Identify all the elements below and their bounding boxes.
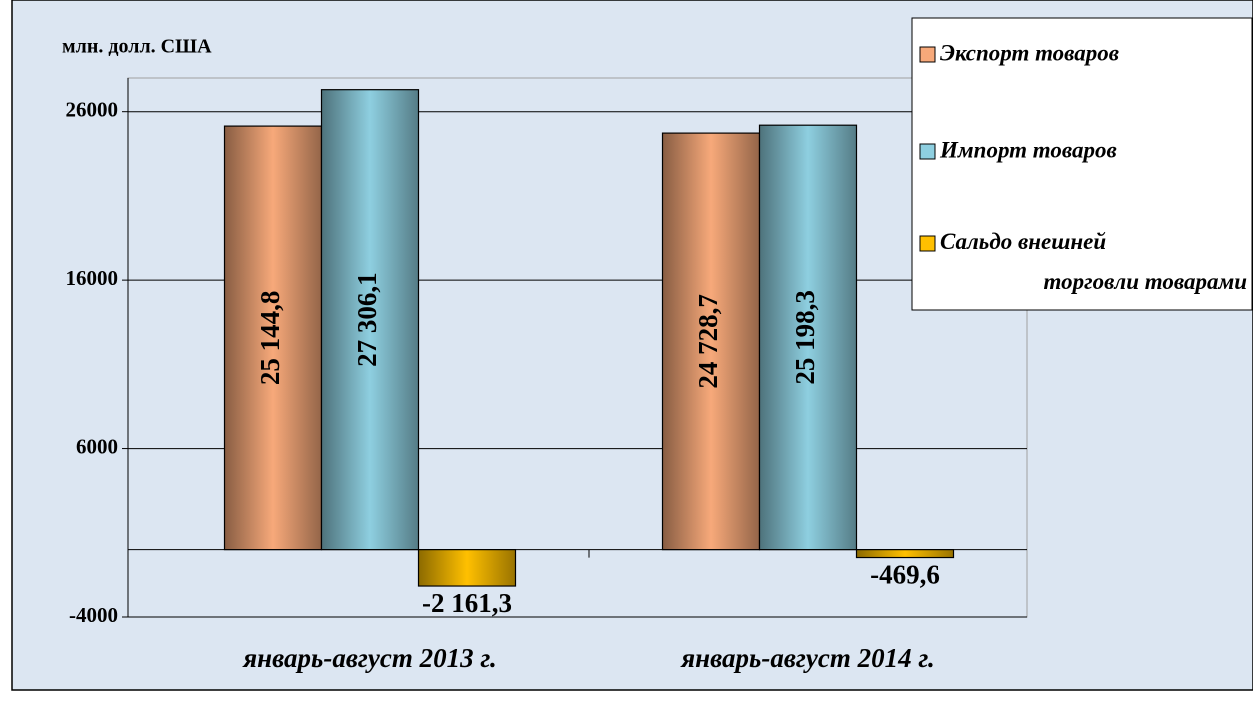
bar xyxy=(223,125,323,551)
value-label: -2 161,3 xyxy=(422,588,512,618)
bar xyxy=(855,549,955,559)
y-tick-label: 26000 xyxy=(66,98,119,122)
y-axis-label: млн. долл. США xyxy=(62,36,212,58)
legend-label: Импорт товаров xyxy=(939,137,1117,162)
y-tick-label: -4000 xyxy=(69,603,118,627)
legend-label: Экспорт товаров xyxy=(940,40,1119,65)
x-tick-label: январь-август 2014 г. xyxy=(680,643,934,673)
value-label: 27 306,1 xyxy=(352,272,382,367)
legend-label: Сальдо внешней торговли товарами xyxy=(940,229,1247,294)
legend-swatch xyxy=(919,143,936,160)
x-tick-label: январь-август 2013 г. xyxy=(242,643,496,673)
value-label: 25 144,8 xyxy=(255,291,285,386)
value-label: 24 728,7 xyxy=(693,294,723,389)
legend-line: торговли товарами xyxy=(1044,269,1248,294)
legend-box xyxy=(911,17,1253,311)
legend-swatch xyxy=(919,46,936,63)
legend-line: Сальдо внешней xyxy=(940,229,1106,254)
value-label: -469,6 xyxy=(870,560,940,590)
y-tick-label: 16000 xyxy=(66,266,119,290)
value-label: 25 198,3 xyxy=(790,290,820,385)
legend-swatch xyxy=(919,235,936,252)
bar xyxy=(758,124,858,551)
bar xyxy=(320,89,420,551)
bar xyxy=(661,132,761,551)
bar xyxy=(417,549,517,587)
y-tick-label: 6000 xyxy=(76,434,118,458)
